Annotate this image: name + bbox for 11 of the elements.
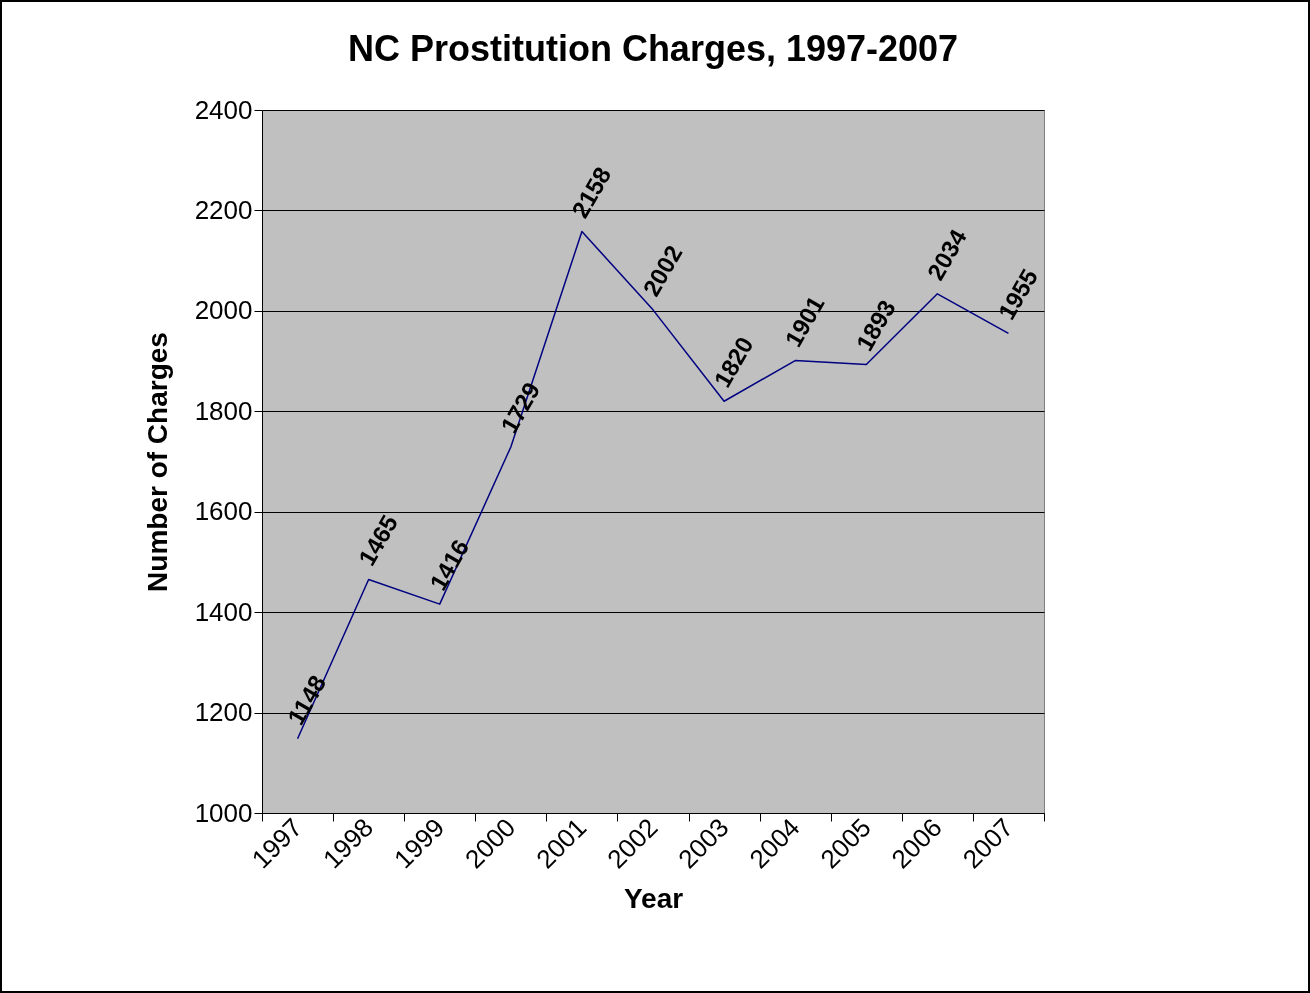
y-tick-label: 1600	[194, 496, 253, 527]
y-tick-label: 1400	[194, 596, 253, 627]
y-tick-label: 2200	[194, 194, 253, 225]
x-axis-title: Year	[623, 882, 684, 914]
y-axis-title: Number of Charges	[141, 332, 173, 592]
y-tick-label: 2400	[194, 94, 253, 125]
chart-title: NC Prostitution Charges, 1997-2007	[347, 28, 959, 69]
y-tick-label: 2000	[194, 295, 253, 326]
y-tick-label: 1200	[194, 697, 253, 728]
y-tick-label: 1000	[194, 797, 253, 828]
y-tick-label: 1800	[194, 395, 253, 426]
